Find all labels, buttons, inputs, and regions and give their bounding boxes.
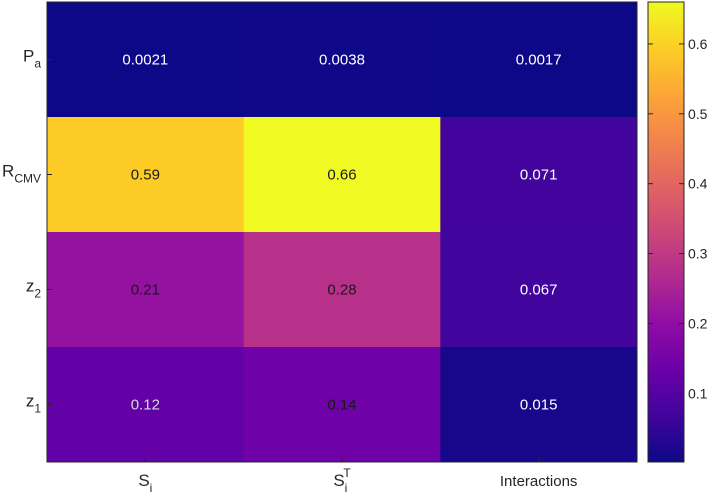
heatmap-cell-z2-SiT <box>243 232 441 348</box>
heatmap-cell-RCMV-SiT <box>243 117 441 233</box>
heatmap-cells <box>47 2 638 463</box>
heatmap-cell-RCMV-Si <box>47 117 245 233</box>
cell-value-label: 0.66 <box>327 167 356 184</box>
cell-value-label: 0.0021 <box>122 52 168 69</box>
y-tick-label-z1: z1 <box>26 392 42 416</box>
y-tick-label-RCMV: RCMV <box>2 162 41 186</box>
heatmap-cell-Pa-Interactions <box>440 2 638 118</box>
colorbar-tick-label: 0.1 <box>688 385 708 401</box>
x-axis-tick-labels: Si SiT Interactions <box>138 457 577 495</box>
colorbar-tick-label: 0.5 <box>688 106 708 122</box>
y-tick-label-Pa: Pa <box>23 47 41 71</box>
y-tick-label-z2: z2 <box>26 277 42 301</box>
y-axis-tick-labels: Pa RCMV z2 z1 <box>2 47 52 416</box>
heatmap-cell-z2-Interactions <box>440 232 638 348</box>
heatmap-cell-Pa-Si <box>47 2 245 118</box>
colorbar-tick-label: 0.2 <box>688 315 708 331</box>
heatmap-cell-z1-SiT <box>243 347 441 463</box>
cell-value-label: 0.067 <box>520 282 558 299</box>
cell-value-label: 0.015 <box>520 397 558 414</box>
cell-value-label: 0.21 <box>131 282 160 299</box>
colorbar-tick-label: 0.3 <box>688 246 708 262</box>
cell-value-label: 0.28 <box>327 282 356 299</box>
colorbar-tick-label: 0.6 <box>688 36 708 52</box>
heatmap-cell-RCMV-Interactions <box>440 117 638 233</box>
cell-value-label: 0.0017 <box>516 52 562 69</box>
cell-value-label: 0.12 <box>131 397 160 414</box>
cell-value-label: 0.0038 <box>319 52 365 69</box>
cell-value-label: 0.59 <box>131 167 160 184</box>
cell-value-label: 0.14 <box>327 397 356 414</box>
heatmap-cell-z1-Si <box>47 347 245 463</box>
heatmap-cell-Pa-SiT <box>243 2 441 118</box>
x-tick-label-Interactions: Interactions <box>500 473 578 490</box>
heatmap-cell-z2-Si <box>47 232 245 348</box>
x-tick-label-Si: Si <box>138 471 152 495</box>
cell-value-label: 0.071 <box>520 167 558 184</box>
colorbar <box>647 1 685 463</box>
heatmap-cell-labels: 0.0021 0.0038 0.0017 0.59 0.66 0.071 0.21 0.28 0… <box>122 52 561 414</box>
x-tick-label-SiT: SiT <box>333 466 351 495</box>
colorbar-tick-label: 0.4 <box>688 176 708 192</box>
heatmap-cell-z1-Interactions <box>440 347 638 463</box>
colorbar-ticks: 0.1 0.2 0.3 0.4 0.5 0.6 <box>648 36 708 401</box>
